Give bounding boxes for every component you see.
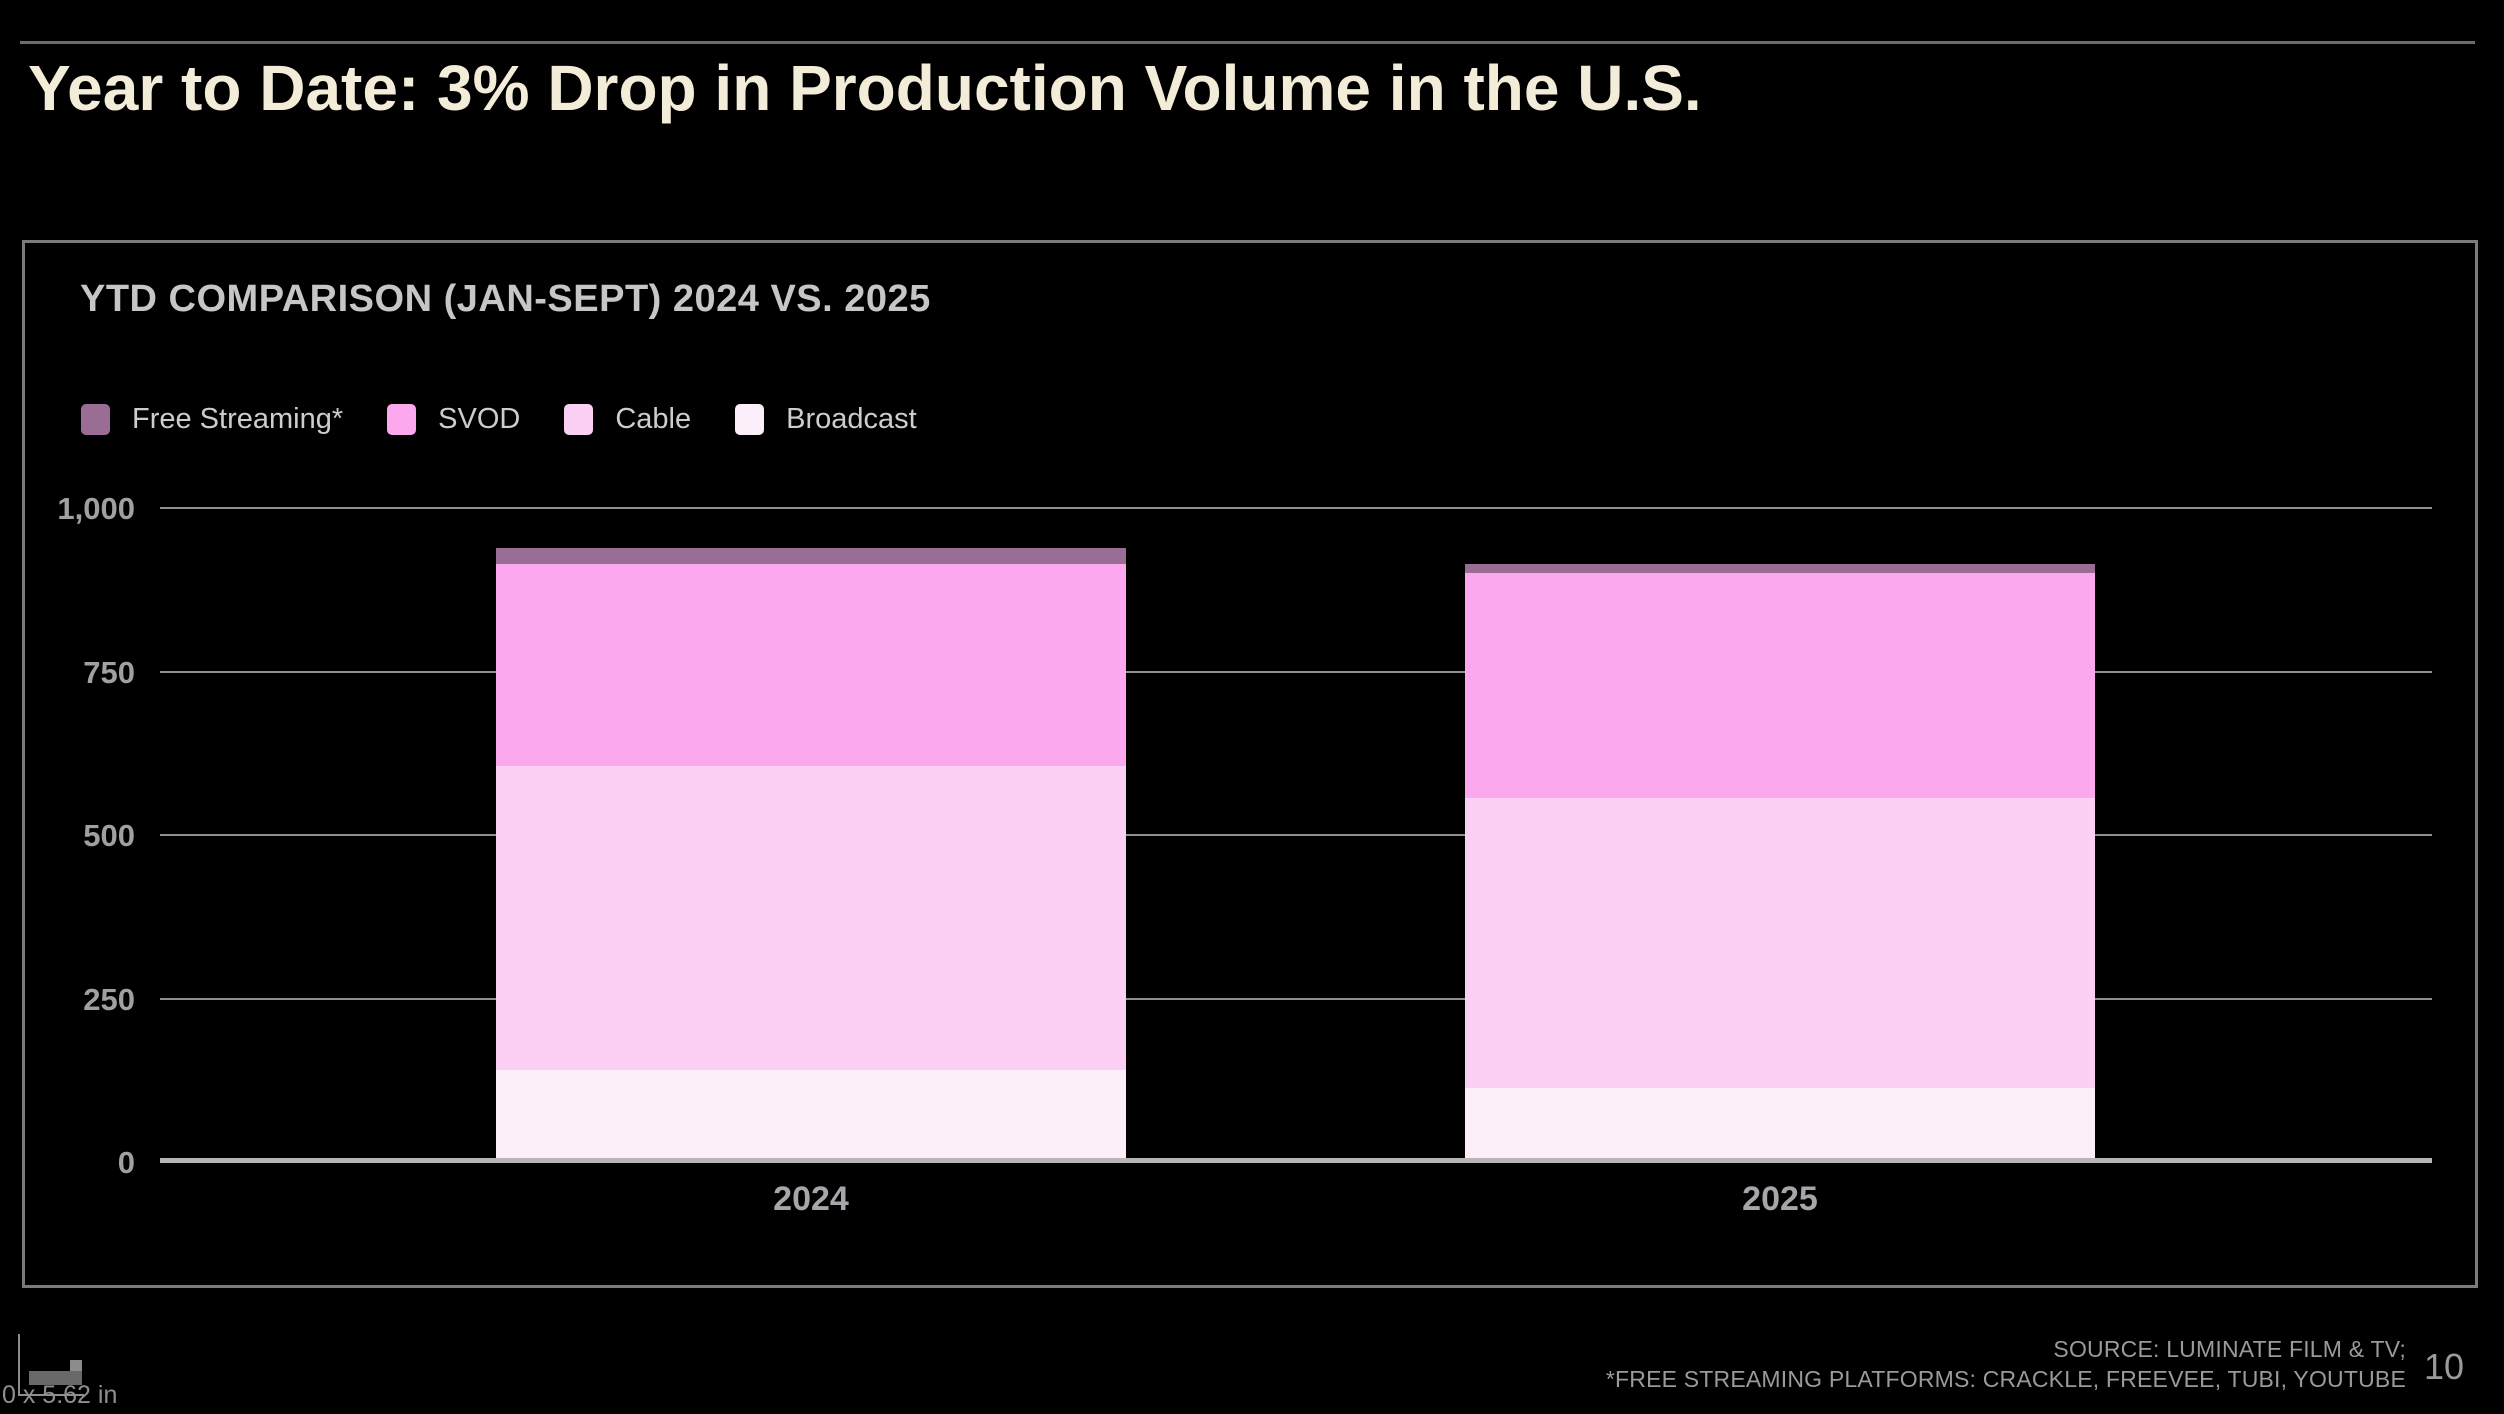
x-axis-category-label: 2025 (1742, 1180, 1818, 1218)
chart-plot-area: 0 250 500 750 1,000 2024 2025 (25, 243, 2475, 1285)
y-axis-tick-label: 0 (117, 1145, 135, 1180)
source-line-1: SOURCE: LUMINATE FILM & TV; (2053, 1336, 2406, 1362)
legend-item: Free Streaming* (81, 403, 343, 436)
legend-label: Free Streaming* (132, 403, 344, 435)
resize-handle-artifact (29, 1371, 82, 1385)
bar-segment-cable-2024 (496, 766, 1126, 1070)
legend-label: SVOD (438, 403, 521, 435)
top-divider-rule (20, 41, 2475, 44)
gridline (160, 834, 2432, 836)
page-number: 10 (2423, 1346, 2464, 1387)
legend-item: SVOD (387, 403, 520, 436)
legend-swatch-icon (735, 404, 765, 435)
slide-title: Year to Date: 3% Drop in Production Volu… (28, 52, 1702, 124)
cursor-artifact-line (18, 1334, 20, 1394)
bar-segment-free-streaming-2024 (496, 547, 1126, 564)
source-line-2: *FREE STREAMING PLATFORMS: CRACKLE, FREE… (1605, 1366, 2406, 1392)
legend-label: Broadcast (786, 403, 917, 435)
y-axis-tick-label: 1,000 (57, 491, 135, 526)
x-axis-baseline (160, 1158, 2432, 1163)
bar-segment-broadcast-2025 (1465, 1088, 2095, 1162)
legend-swatch-icon (81, 404, 110, 435)
x-axis-category-label: 2024 (773, 1180, 849, 1218)
bar-segment-svod-2024 (496, 563, 1126, 767)
legend-label: Cable (615, 403, 692, 435)
bar-segment-svod-2025 (1465, 572, 2095, 799)
legend-swatch-icon (564, 404, 594, 435)
gridline (160, 507, 2432, 509)
y-axis-tick-label: 500 (83, 818, 135, 853)
legend-item: Broadcast (735, 403, 917, 436)
y-axis-tick-label: 750 (83, 654, 135, 690)
y-axis-tick-label: 250 (83, 981, 135, 1017)
bar-segment-broadcast-2024 (496, 1069, 1126, 1162)
legend-item: Cable (564, 403, 691, 436)
source-note: SOURCE: LUMINATE FILM & TV; *FREE STREAM… (1606, 1334, 2406, 1394)
chart-legend: Free Streaming* SVOD Cable Broadcast (81, 403, 917, 436)
gridline (160, 997, 2432, 1000)
bar-segment-free-streaming-2025 (1465, 563, 2095, 573)
resize-handle-artifact-step (70, 1360, 82, 1371)
chart-panel: YTD COMPARISON (JAN-SEPT) 2024 VS. 2025 … (22, 240, 2478, 1288)
bar-segment-cable-2025 (1465, 798, 2095, 1089)
resize-artifact-strike-line (18, 1394, 84, 1396)
gridline (160, 670, 2432, 673)
legend-swatch-icon (387, 404, 417, 435)
chart-title: YTD COMPARISON (JAN-SEPT) 2024 VS. 2025 (80, 278, 931, 320)
